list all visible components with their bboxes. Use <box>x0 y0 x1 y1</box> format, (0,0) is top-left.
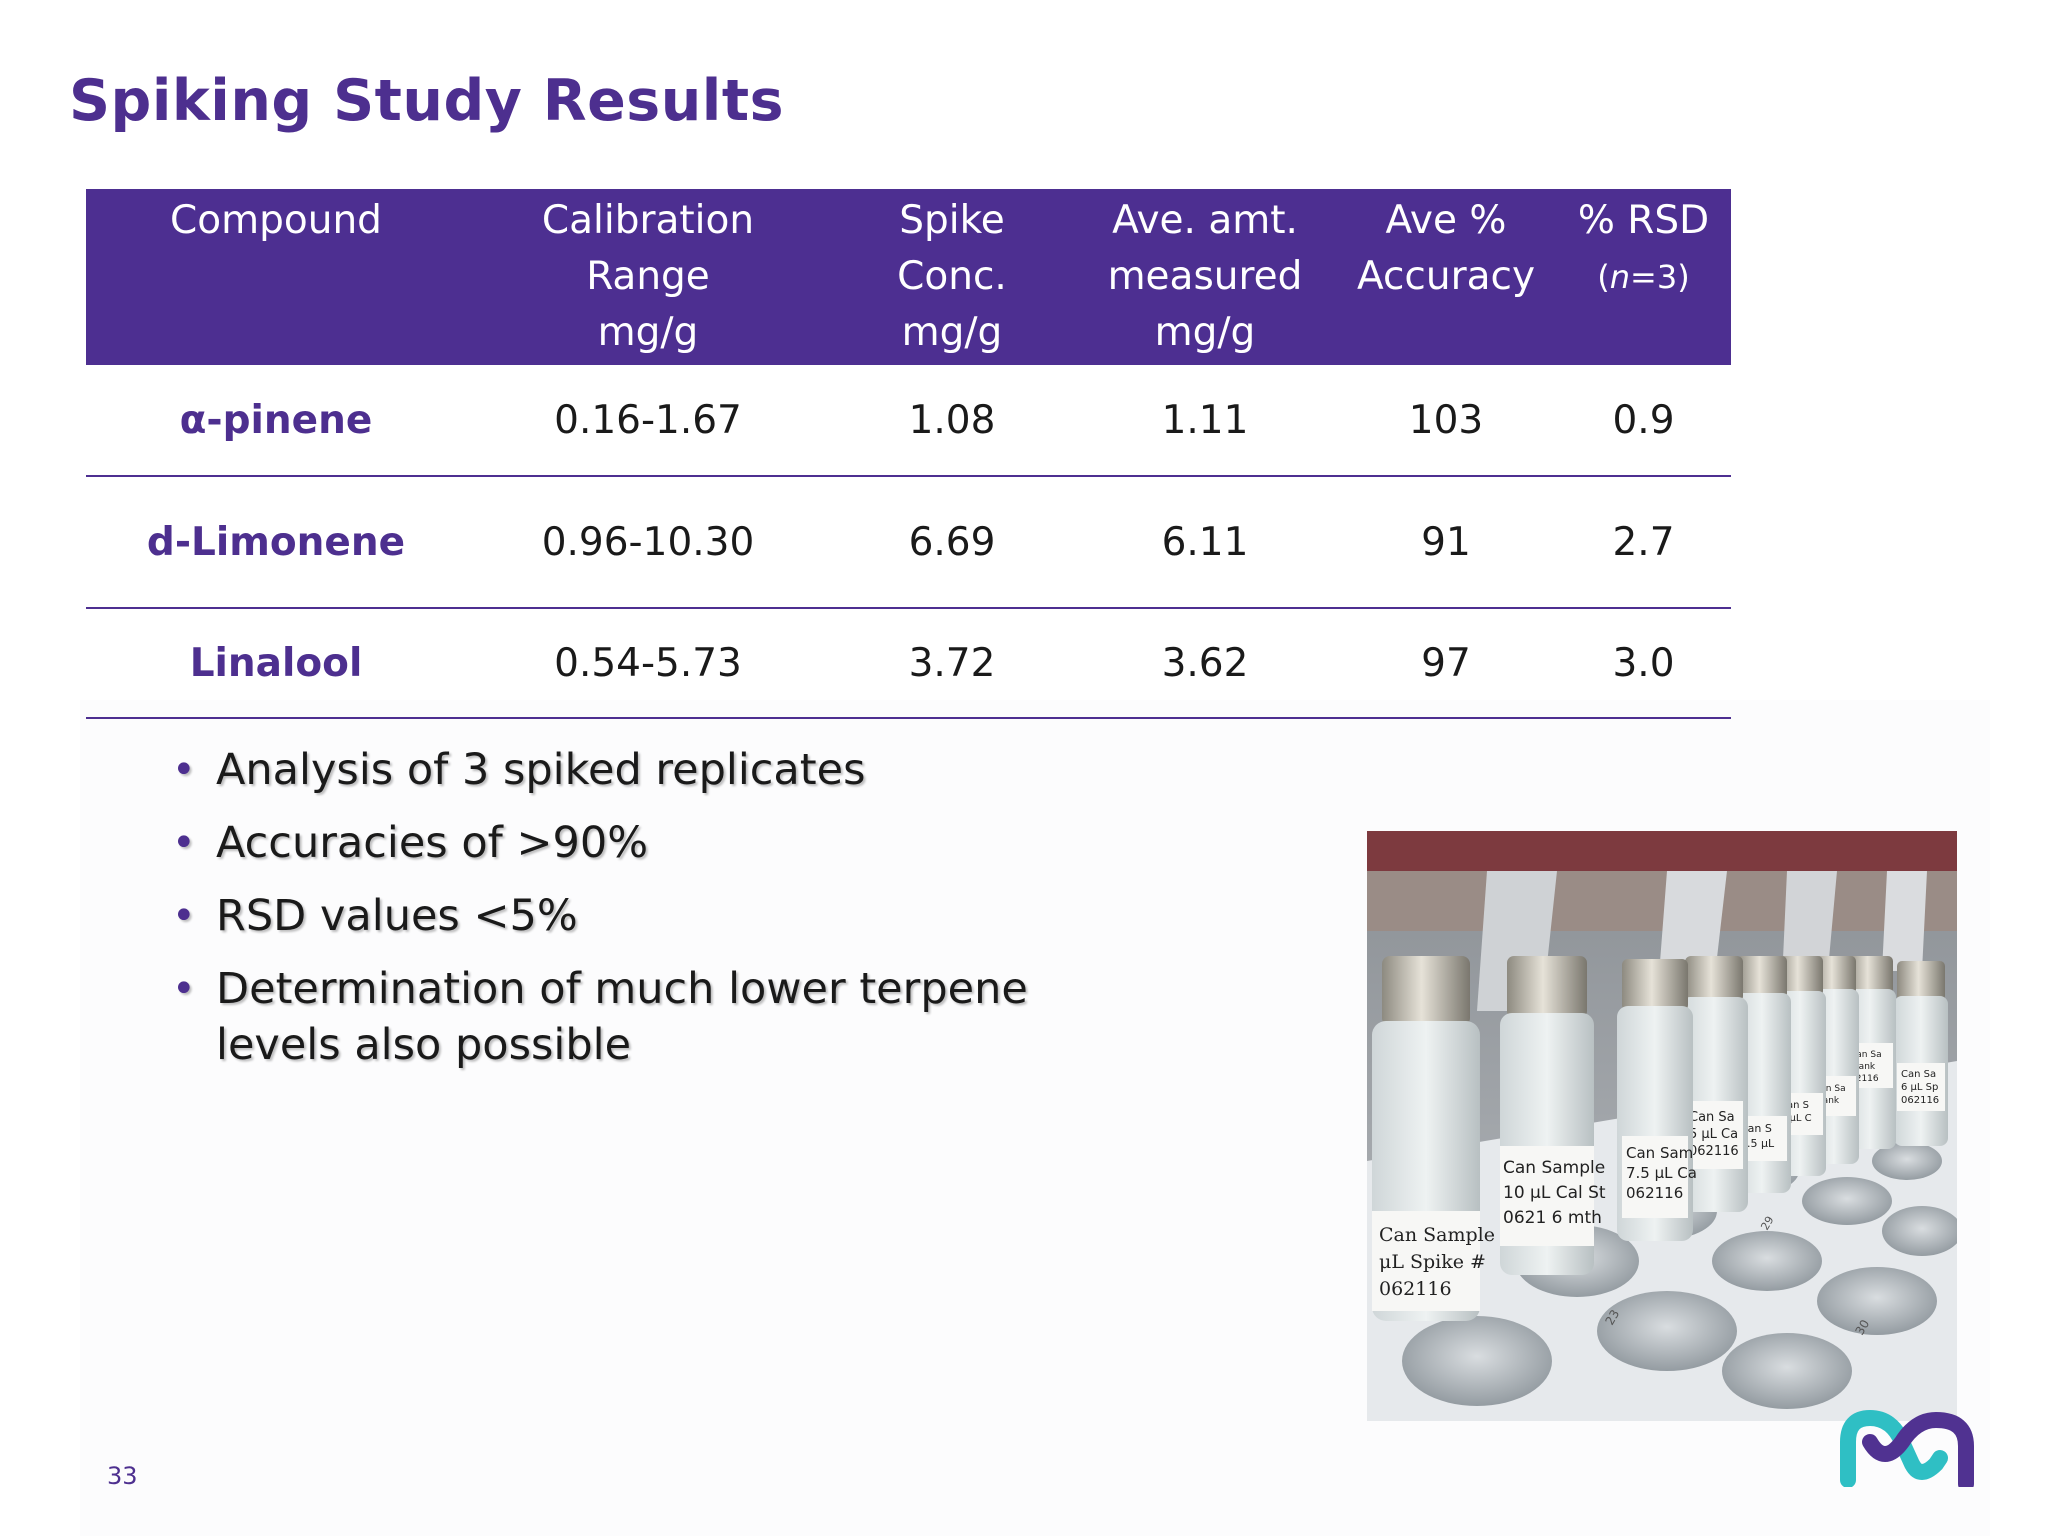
compound-cell: α-pinene <box>86 365 466 477</box>
svg-text:062116: 062116 <box>1901 1095 1939 1106</box>
svg-text:062116: 062116 <box>1689 1144 1739 1159</box>
svg-text:062116: 062116 <box>1379 1278 1452 1300</box>
accuracy-cell: 91 <box>1336 476 1556 609</box>
bullet-item: • Accuracies of >90% <box>172 815 1152 871</box>
vial: Can Sa 5 μL Ca 062116 <box>1680 956 1748 1212</box>
bullet-dot-icon: • <box>172 747 196 793</box>
vial-photo-drawing: 30 23 22 29 Can Sa 6 μL Sp 062116 Can Sa… <box>1367 831 1957 1421</box>
table-row: Linalool 0.54-5.73 3.72 3.62 97 3.0 <box>86 608 1731 719</box>
svg-text:29: 29 <box>1758 1214 1776 1233</box>
header-ave-accuracy: Ave % Accuracy <box>1336 189 1556 365</box>
svg-text:10 μL Cal St: 10 μL Cal St <box>1503 1183 1606 1203</box>
header-compound: Compound <box>86 189 466 365</box>
accuracy-cell: 97 <box>1336 608 1556 719</box>
tray-hole <box>1722 1333 1852 1409</box>
svg-text:23: 23 <box>1602 1307 1622 1327</box>
table-header-row: Compound Calibration Range mg/g Spike Co… <box>86 189 1731 365</box>
measured-cell: 1.11 <box>1074 365 1336 477</box>
svg-text:Can Sample: Can Sample <box>1379 1224 1495 1246</box>
svg-text:Blank: Blank <box>1850 1062 1876 1072</box>
header-spike-conc: Spike Conc. mg/g <box>830 189 1074 365</box>
header-ave-amt-measured: Ave. amt. measured mg/g <box>1074 189 1336 365</box>
rsd-cell: 2.7 <box>1556 476 1731 609</box>
brand-logo-icon <box>1840 1409 1974 1487</box>
page-number: 33 <box>107 1462 138 1490</box>
range-cell: 0.16-1.67 <box>466 365 830 477</box>
svg-text:5 μL Ca: 5 μL Ca <box>1689 1127 1738 1142</box>
compound-cell: Linalool <box>86 608 466 719</box>
spike-cell: 1.08 <box>830 365 1074 477</box>
svg-text:μL Spike #: μL Spike # <box>1379 1251 1486 1273</box>
range-cell: 0.96-10.30 <box>466 476 830 609</box>
slide-title: Spiking Study Results <box>69 68 785 134</box>
svg-text:6 μL Sp: 6 μL Sp <box>1901 1082 1938 1093</box>
tray-hole <box>1597 1291 1737 1371</box>
svg-text:0621 6 mth: 0621 6 mth <box>1503 1208 1602 1228</box>
spiking-results-table: Compound Calibration Range mg/g Spike Co… <box>86 189 1731 719</box>
tray-hole <box>1802 1177 1892 1225</box>
measured-cell: 3.62 <box>1074 608 1336 719</box>
svg-text:Can Sample: Can Sample <box>1503 1158 1605 1178</box>
svg-text:1 μL C: 1 μL C <box>1780 1113 1812 1124</box>
bullet-dot-icon: • <box>172 966 196 1012</box>
bullet-item: • RSD values <5% <box>172 888 1152 944</box>
bullet-item: • Determination of much lower terpene lev… <box>172 961 1152 1073</box>
tray-hole <box>1402 1316 1552 1406</box>
svg-text:62116: 62116 <box>1850 1074 1879 1084</box>
tray-hole <box>1872 1142 1942 1180</box>
svg-text:Can Sa: Can Sa <box>1901 1069 1936 1080</box>
bullet-item: • Analysis of 3 spiked replicates <box>172 742 1152 798</box>
tray-hole <box>1882 1206 1957 1256</box>
svg-text:30: 30 <box>1852 1317 1872 1337</box>
svg-text:2.5 μL: 2.5 μL <box>1740 1137 1775 1150</box>
vial: Can Sam 7.5 μL Ca 062116 <box>1617 959 1697 1241</box>
bullet-dot-icon: • <box>172 893 196 939</box>
spike-cell: 6.69 <box>830 476 1074 609</box>
header-rsd: % RSD (n=3) <box>1556 189 1731 365</box>
vial: Can Sa 6 μL Sp 062116 <box>1894 961 1948 1146</box>
header-calibration-range: Calibration Range mg/g <box>466 189 830 365</box>
svg-text:062116: 062116 <box>1626 1184 1683 1202</box>
spike-cell: 3.72 <box>830 608 1074 719</box>
vial: Can Sample 10 μL Cal St 0621 6 mth <box>1500 956 1606 1275</box>
rsd-cell: 3.0 <box>1556 608 1731 719</box>
svg-text:Blank: Blank <box>1814 1096 1840 1106</box>
measured-cell: 6.11 <box>1074 476 1336 609</box>
tray-hole <box>1712 1231 1822 1291</box>
rsd-cell: 0.9 <box>1556 365 1731 477</box>
svg-text:Can Sam: Can Sam <box>1626 1144 1693 1162</box>
header-rsd-n: (n=3) <box>1597 258 1690 296</box>
svg-text:7.5 μL Ca: 7.5 μL Ca <box>1626 1164 1697 1182</box>
bullet-list: • Analysis of 3 spiked replicates • Accura… <box>172 742 1152 1090</box>
bullet-dot-icon: • <box>172 820 196 866</box>
range-cell: 0.54-5.73 <box>466 608 830 719</box>
svg-text:Can Sa: Can Sa <box>1814 1084 1846 1094</box>
vial: Can Sample μL Spike # 062116 <box>1372 956 1495 1321</box>
table-row: α-pinene 0.16-1.67 1.08 1.11 103 0.9 <box>86 365 1731 477</box>
compound-cell: d-Limonene <box>86 476 466 609</box>
svg-text:Can Sa: Can Sa <box>1850 1050 1882 1060</box>
tray-hole <box>1817 1267 1937 1335</box>
table-row: d-Limonene 0.96-10.30 6.69 6.11 91 2.7 <box>86 476 1731 609</box>
vial-tray-photo: 30 23 22 29 Can Sa 6 μL Sp 062116 Can Sa… <box>1367 831 1957 1421</box>
svg-text:Can Sa: Can Sa <box>1689 1110 1735 1125</box>
accuracy-cell: 103 <box>1336 365 1556 477</box>
svg-text:Can S: Can S <box>1780 1100 1809 1111</box>
